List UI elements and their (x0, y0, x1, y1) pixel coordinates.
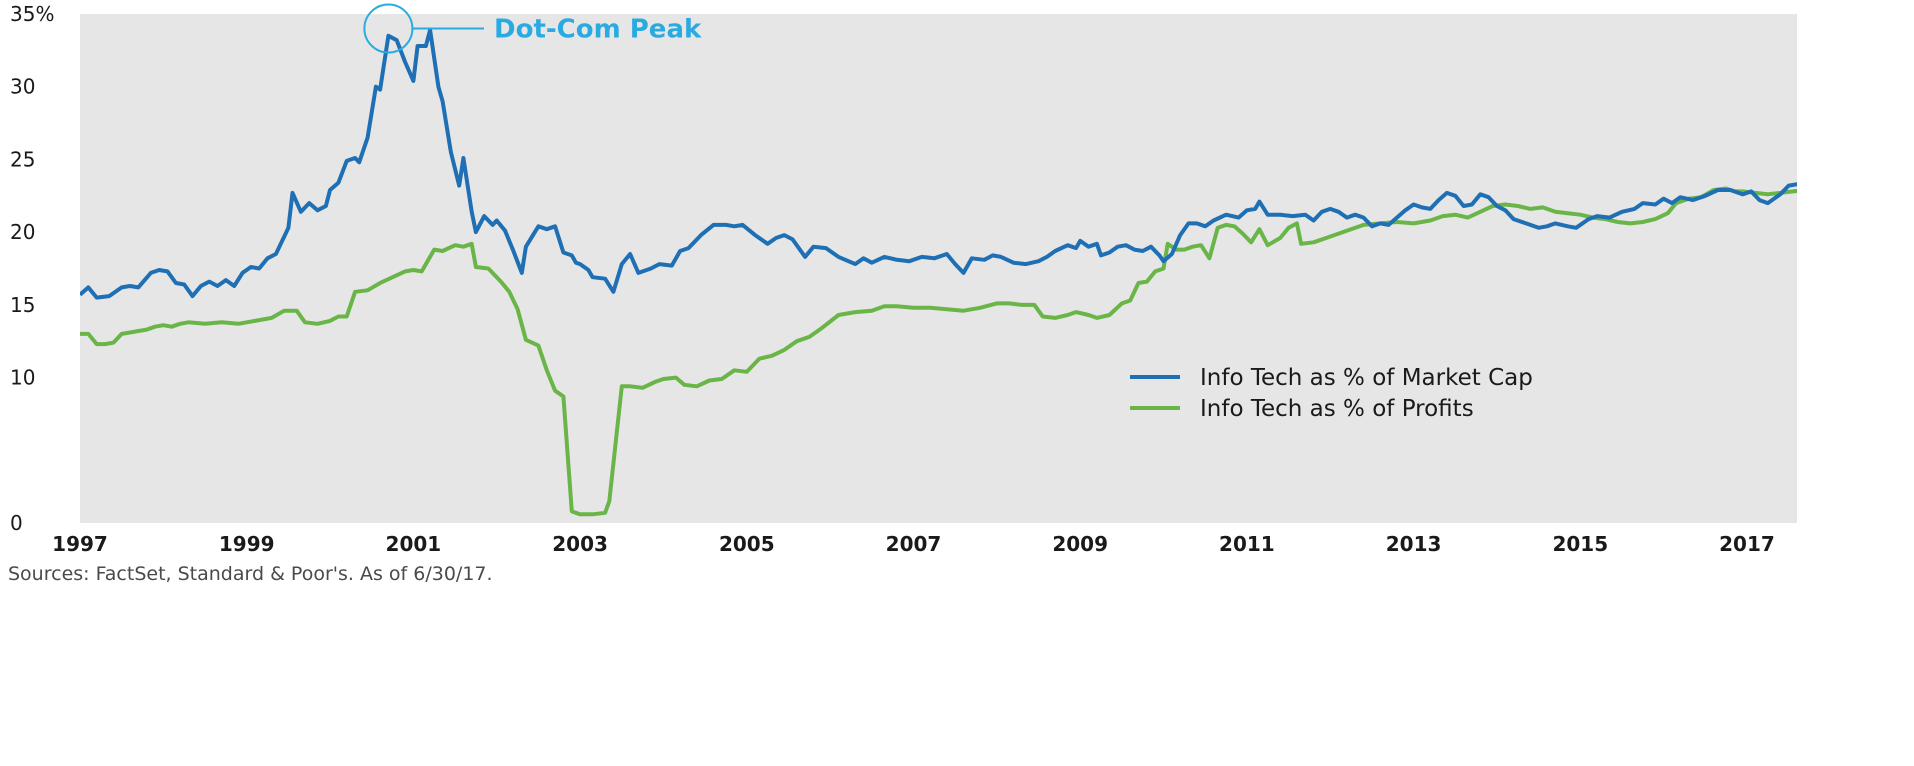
series-layer (80, 28, 1797, 517)
x-tick-label: 1997 (52, 532, 108, 556)
x-tick-label: 2009 (1052, 532, 1108, 556)
x-tick-label: 2003 (552, 532, 608, 556)
y-tick-label: 0 (10, 511, 23, 535)
x-tick-label: 2001 (386, 532, 442, 556)
y-tick-label: 10 (10, 366, 35, 390)
x-tick-label: 2005 (719, 532, 775, 556)
x-tick-label: 2017 (1719, 532, 1775, 556)
x-axis: 1997 1999 2001 2003 2005 2007 2009 2011 2013 2015… (52, 532, 1775, 556)
plot-background (80, 14, 1797, 523)
x-tick-label: 2011 (1219, 532, 1275, 556)
legend-label: Info Tech as % of Market Cap (1200, 365, 1533, 391)
y-axis: 0 10 15 20 25 30 35% (10, 2, 54, 535)
y-tick-label: 25 (10, 147, 35, 171)
annotation-label: Dot-Com Peak (494, 15, 702, 45)
x-tick-label: 2013 (1386, 532, 1442, 556)
y-tick-label: 30 (10, 75, 35, 99)
series-line (80, 186, 1797, 517)
legend-label: Info Tech as % of Profits (1200, 396, 1474, 422)
x-tick-label: 1999 (219, 532, 275, 556)
series-line (80, 28, 1797, 300)
legend: Info Tech as % of Market Cap Info Tech as… (1130, 365, 1533, 422)
source-note: Sources: FactSet, Standard & Poor's. As … (8, 563, 493, 585)
y-tick-label: 35% (10, 2, 54, 26)
x-tick-label: 2007 (886, 532, 942, 556)
y-tick-label: 15 (10, 293, 35, 317)
x-tick-label: 2015 (1552, 532, 1608, 556)
annotation: Dot-Com Peak (363, 3, 702, 54)
y-tick-label: 20 (10, 220, 35, 244)
